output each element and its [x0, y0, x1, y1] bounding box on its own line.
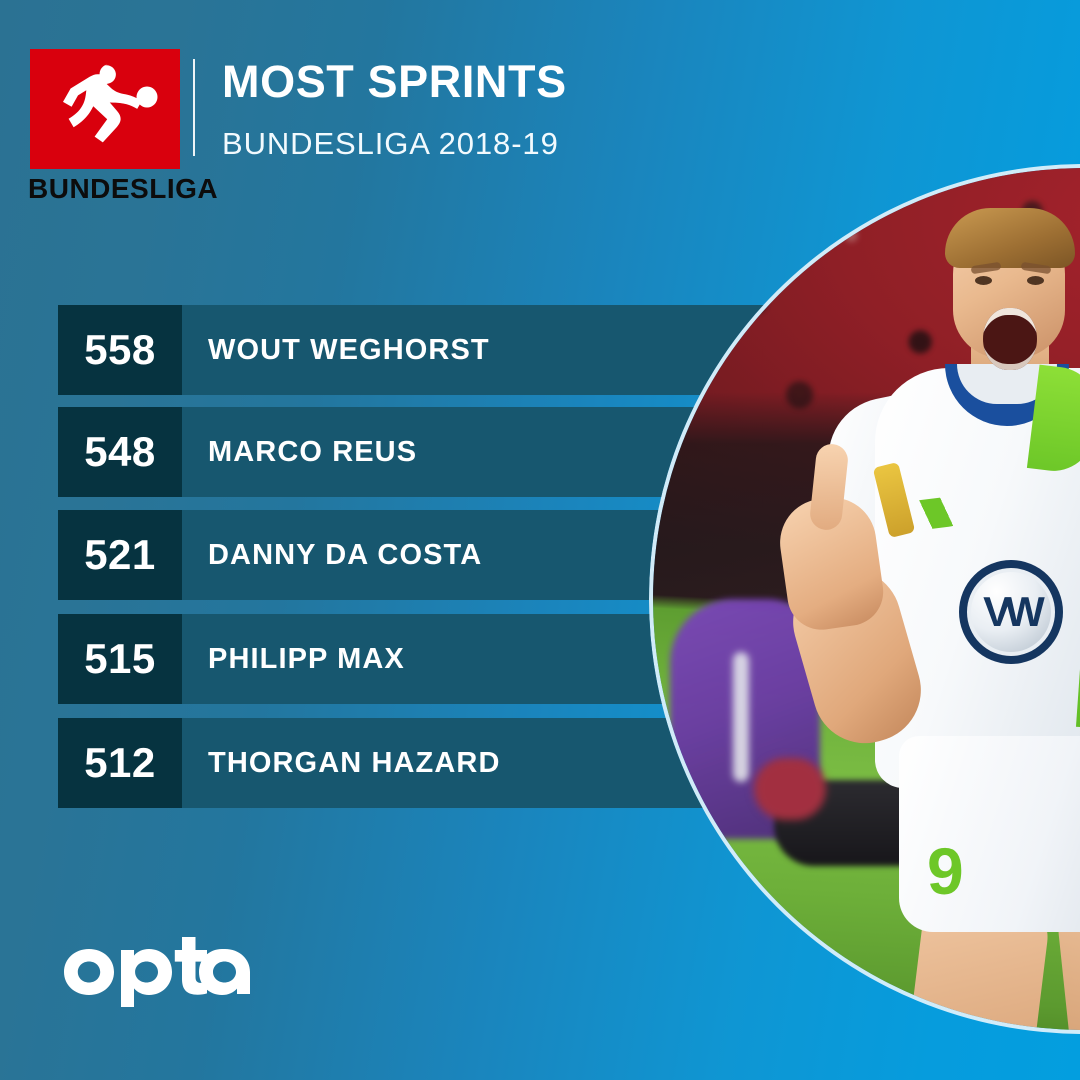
- player-right-eye: [1027, 276, 1044, 285]
- player-open-mouth: [983, 308, 1037, 370]
- opta-logo: [62, 935, 252, 1014]
- player-left-eye: [975, 276, 992, 285]
- page-subtitle: BUNDESLIGA 2018-19: [222, 126, 559, 161]
- shirt-sponsor-logo: [959, 560, 1063, 664]
- header-divider: [193, 59, 195, 156]
- player-shorts: [899, 736, 1080, 932]
- bundesliga-logo: [30, 49, 180, 169]
- bundesliga-wordmark: BUNDESLIGA: [28, 173, 219, 204]
- stadium-background: W: [653, 168, 1080, 1030]
- player-figure: W: [653, 168, 1080, 1030]
- player-photo-circle: W: [653, 168, 1080, 1030]
- opta-wordmark-icon: [64, 937, 250, 1007]
- row-value: 515: [58, 614, 182, 704]
- row-value: 521: [58, 510, 182, 600]
- row-value: 512: [58, 718, 182, 808]
- bundesliga-footballer-icon: [62, 64, 158, 143]
- row-value: 548: [58, 407, 182, 497]
- page-title: MOST SPRINTS: [222, 56, 567, 107]
- row-value: 558: [58, 305, 182, 395]
- player-hair: [945, 208, 1075, 268]
